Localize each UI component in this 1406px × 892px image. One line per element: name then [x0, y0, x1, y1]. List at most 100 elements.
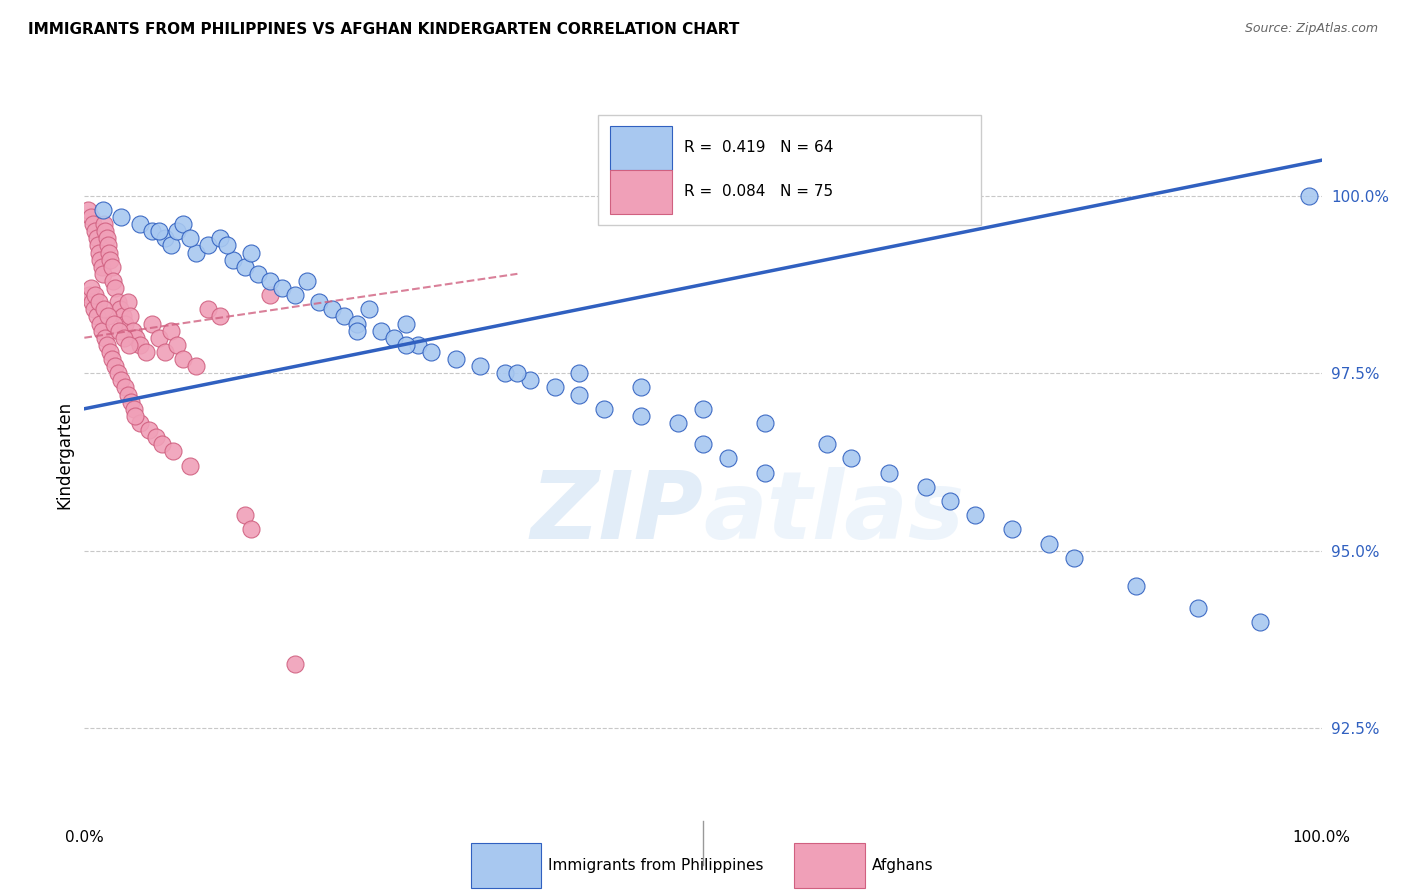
Point	[93, 217, 115, 231]
Point	[82, 217, 104, 231]
Point	[83, 288, 105, 302]
Point	[141, 224, 163, 238]
Point	[1063, 550, 1085, 565]
Point	[815, 437, 838, 451]
Point	[209, 310, 232, 324]
Point	[754, 466, 776, 480]
Point	[333, 310, 356, 324]
Point	[877, 466, 900, 480]
Point	[160, 238, 183, 252]
Point	[79, 210, 101, 224]
Point	[138, 423, 160, 437]
Point	[77, 202, 100, 217]
Point	[233, 508, 256, 523]
Point	[179, 231, 201, 245]
Text: atlas: atlas	[703, 467, 965, 559]
Point	[593, 401, 616, 416]
Point	[1038, 537, 1060, 551]
Point	[172, 352, 194, 367]
Point	[166, 338, 188, 352]
Y-axis label: Kindergarten: Kindergarten	[55, 401, 73, 509]
Point	[215, 238, 238, 252]
Point	[1001, 523, 1024, 537]
Point	[444, 352, 467, 367]
Point	[162, 444, 184, 458]
Point	[120, 394, 142, 409]
Point	[98, 345, 121, 359]
Point	[172, 217, 194, 231]
Point	[122, 401, 145, 416]
Point	[494, 366, 516, 380]
Point	[117, 295, 139, 310]
Point	[308, 295, 330, 310]
Point	[692, 401, 714, 416]
FancyBboxPatch shape	[610, 169, 672, 213]
Point	[346, 317, 368, 331]
Point	[110, 302, 132, 317]
Point	[96, 338, 118, 352]
FancyBboxPatch shape	[610, 126, 672, 169]
Point	[395, 338, 418, 352]
Point	[110, 373, 132, 387]
Point	[80, 281, 103, 295]
Point	[153, 231, 176, 245]
Point	[84, 224, 107, 238]
Point	[246, 267, 269, 281]
Point	[240, 245, 263, 260]
Point	[112, 331, 135, 345]
Point	[101, 352, 124, 367]
Point	[184, 245, 207, 260]
Point	[90, 260, 112, 274]
Point	[692, 437, 714, 451]
Point	[104, 281, 127, 295]
Point	[160, 324, 183, 338]
Point	[184, 359, 207, 373]
Point	[346, 324, 368, 338]
Text: Immigrants from Philippines: Immigrants from Philippines	[548, 858, 763, 872]
Point	[295, 274, 318, 288]
Point	[395, 317, 418, 331]
Point	[568, 387, 591, 401]
Point	[240, 523, 263, 537]
Point	[120, 310, 142, 324]
Point	[1298, 188, 1320, 202]
Point	[125, 331, 148, 345]
Point	[166, 224, 188, 238]
Point	[419, 345, 441, 359]
Text: IMMIGRANTS FROM PHILIPPINES VS AFGHAN KINDERGARTEN CORRELATION CHART: IMMIGRANTS FROM PHILIPPINES VS AFGHAN KI…	[28, 22, 740, 37]
Point	[841, 451, 863, 466]
FancyBboxPatch shape	[598, 115, 981, 225]
Point	[965, 508, 987, 523]
Text: R =  0.419   N = 64: R = 0.419 N = 64	[685, 140, 834, 155]
Point	[114, 317, 136, 331]
Point	[79, 288, 101, 302]
Point	[108, 324, 131, 338]
Point	[89, 317, 111, 331]
Point	[121, 324, 143, 338]
Point	[110, 210, 132, 224]
Point	[153, 345, 176, 359]
Point	[259, 288, 281, 302]
Point	[107, 366, 129, 380]
Point	[209, 231, 232, 245]
Point	[129, 338, 152, 352]
Point	[94, 331, 117, 345]
Point	[91, 202, 114, 217]
Point	[179, 458, 201, 473]
Point	[89, 252, 111, 267]
Point	[94, 224, 117, 238]
Point	[630, 380, 652, 394]
Point	[145, 430, 167, 444]
Point	[97, 238, 120, 252]
Point	[118, 338, 141, 352]
Point	[357, 302, 380, 317]
Point	[519, 373, 541, 387]
Point	[370, 324, 392, 338]
Point	[271, 281, 294, 295]
Point	[96, 231, 118, 245]
Point	[124, 409, 146, 423]
Point	[321, 302, 343, 317]
Point	[408, 338, 430, 352]
Text: R =  0.084   N = 75: R = 0.084 N = 75	[685, 184, 834, 199]
Point	[150, 437, 173, 451]
